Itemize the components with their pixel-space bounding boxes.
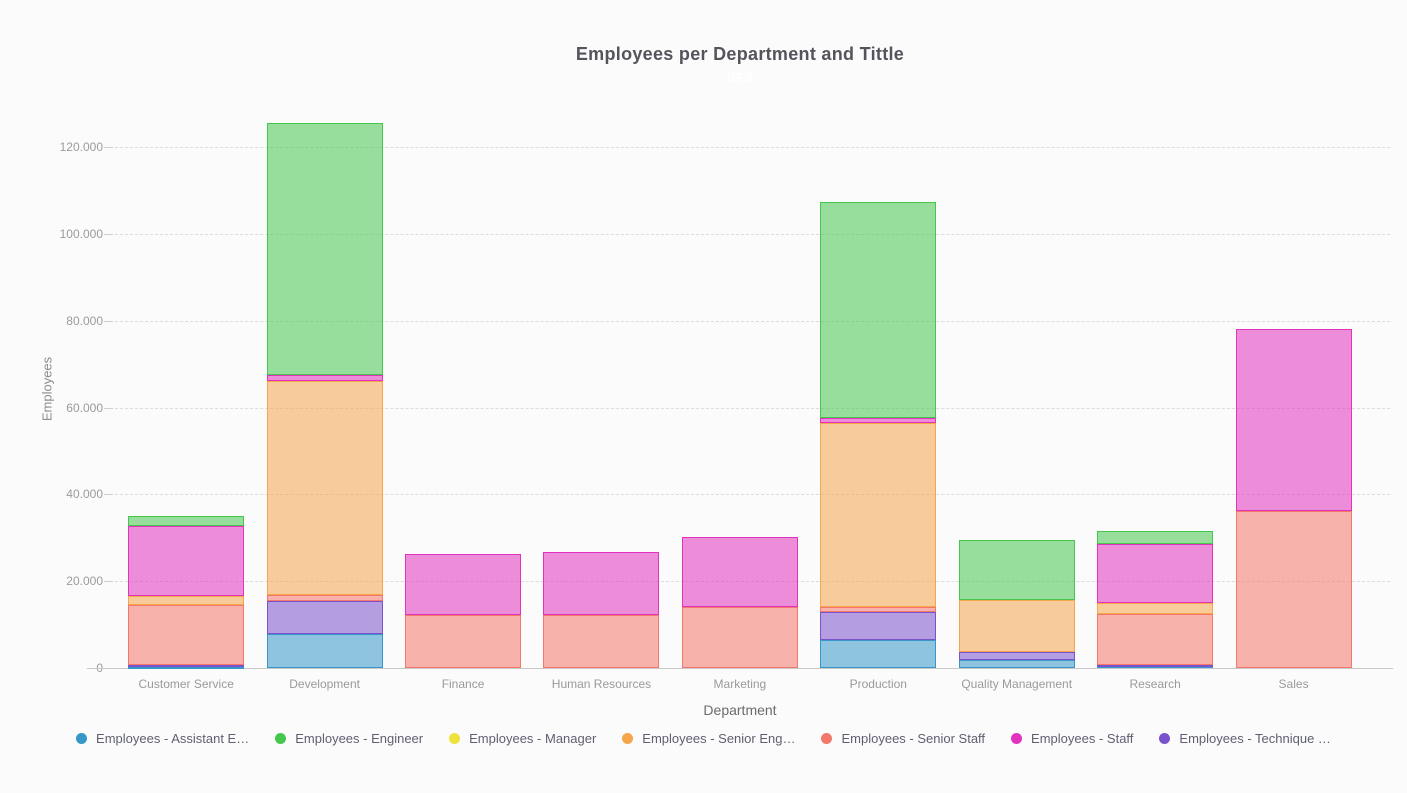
bar-segment[interactable] [266, 381, 383, 596]
x-axis-category-label: Production [849, 677, 907, 691]
bar-segment[interactable] [128, 525, 245, 597]
bar-segment[interactable] [128, 665, 245, 668]
x-axis-category-label: Human Resources [551, 677, 652, 691]
x-axis-category-label: Research [1129, 677, 1181, 691]
x-axis-category-label: Sales [1278, 677, 1309, 691]
y-axis-tick [104, 581, 113, 583]
chart-legend: Employees - Assistant E… Employees - Engi… [0, 731, 1407, 746]
legend-item-label: Employees - Assistant E… [96, 731, 250, 746]
y-axis-tick [104, 320, 113, 322]
bar-segment[interactable] [266, 600, 383, 635]
legend-item[interactable]: Employees - Senior Staff [821, 731, 985, 746]
y-axis-tick-label: 20.000 [66, 574, 103, 589]
y-axis-tick [104, 494, 113, 496]
bar-segment[interactable] [1097, 613, 1214, 665]
legend-item-label: Employees - Senior Eng… [642, 731, 796, 746]
x-axis-category-label: Marketing [713, 677, 767, 691]
legend-item[interactable]: Employees - Staff [1011, 731, 1133, 746]
bar-segment[interactable] [958, 539, 1075, 601]
legend-item[interactable]: Employees - Manager [449, 731, 596, 746]
legend-item-label: Employees - Manager [469, 731, 597, 746]
legend-dot-icon [76, 733, 88, 744]
legend-item-label: Employees - Engineer [295, 731, 424, 746]
bar-segment[interactable] [820, 606, 937, 612]
bar-segment[interactable] [405, 553, 522, 616]
bar-segment[interactable] [128, 604, 245, 666]
gridline-dashed [115, 147, 1390, 148]
bar-segment[interactable] [1235, 329, 1352, 511]
bar-segment[interactable] [128, 596, 245, 605]
bar-segment[interactable] [681, 537, 798, 608]
y-axis-tick [104, 147, 113, 148]
legend-item[interactable]: Employees - Technique … [1159, 731, 1331, 746]
legend-dot-icon [449, 733, 461, 744]
bar-segment[interactable] [820, 640, 937, 668]
x-axis-category-label: Finance [441, 677, 485, 691]
x-axis-category-label: Customer Service [138, 677, 234, 691]
y-axis-tick-label: 80.000 [66, 313, 103, 328]
bar-segment[interactable] [958, 651, 1075, 661]
gridline-dashed [115, 233, 1390, 235]
chart-subtitle: DES [726, 71, 754, 85]
legend-dot-icon [275, 733, 287, 744]
y-axis-tick-label: 100.000 [59, 226, 103, 241]
legend-item-label: Employees - Technique … [1179, 731, 1331, 746]
legend-dot-icon [1159, 733, 1171, 744]
y-axis-tick [104, 407, 113, 409]
bar-segment[interactable] [820, 202, 937, 418]
bar-segment[interactable] [820, 417, 937, 424]
bar-segment[interactable] [1235, 510, 1352, 668]
bar-segment[interactable] [266, 634, 383, 668]
bar-segment[interactable] [1097, 666, 1214, 669]
y-axis-tick [104, 233, 113, 235]
bar-segment[interactable] [1097, 530, 1214, 544]
legend-item-label: Employees - Staff [1031, 731, 1134, 746]
y-axis-tick-label: 40.000 [66, 487, 103, 502]
gridline-dashed [115, 407, 1390, 409]
bar-segment[interactable] [958, 600, 1075, 652]
bar-segment[interactable] [958, 660, 1075, 668]
bar-segment[interactable] [128, 515, 245, 526]
legend-item[interactable]: Employees - Senior Eng… [622, 731, 795, 746]
gridline-dashed [115, 494, 1390, 496]
bar-segment[interactable] [266, 122, 383, 376]
legend-item[interactable]: Employees - Engineer [275, 731, 423, 746]
legend-dot-icon [1011, 733, 1023, 744]
x-axis-line [87, 668, 1393, 669]
bar-segment[interactable] [820, 423, 937, 607]
bar-segment[interactable] [820, 611, 937, 640]
y-axis-tick-label: 120.000 [59, 140, 103, 154]
bar-segment[interactable] [1097, 664, 1214, 667]
chart-title: Employees per Department and Tittle [575, 44, 905, 64]
x-axis-category-label: Development [289, 677, 360, 691]
bar-segment[interactable] [405, 615, 522, 668]
bar-segment[interactable] [681, 607, 798, 668]
bar-segment[interactable] [1097, 543, 1214, 604]
bar-segment[interactable] [266, 375, 383, 382]
gridline-dashed [115, 320, 1390, 322]
x-axis-category-label: Quality Management [961, 677, 1073, 691]
y-axis-tick-label: 60.000 [66, 400, 103, 415]
bar-segment[interactable] [266, 595, 383, 601]
bar-segment[interactable] [1097, 603, 1214, 614]
x-axis-title: Department [703, 702, 777, 718]
legend-dot-icon [821, 733, 833, 744]
bar-segment[interactable] [543, 552, 660, 615]
bar-segment[interactable] [543, 614, 660, 668]
legend-item-label: Employees - Senior Staff [841, 731, 986, 746]
legend-item[interactable]: Employees - Assistant E… [76, 731, 249, 746]
legend-dot-icon [622, 733, 634, 744]
